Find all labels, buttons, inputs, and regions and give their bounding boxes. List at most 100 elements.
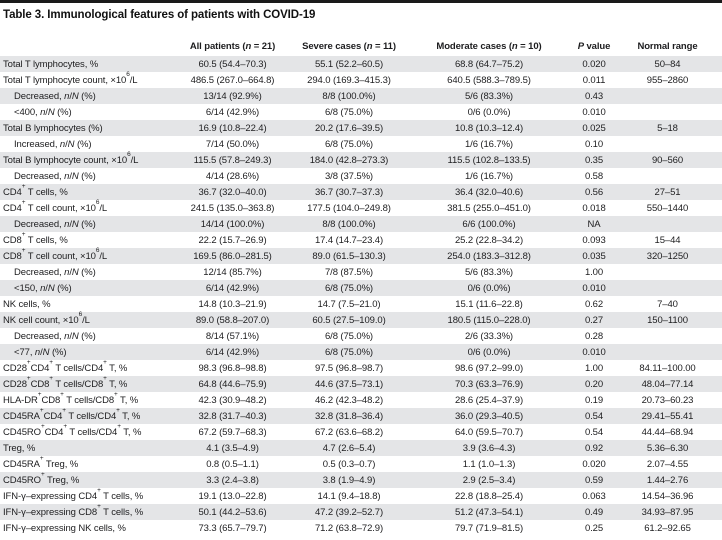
- cell-all-patients: 64.8 (44.6–75.9): [198, 378, 267, 390]
- cell-all-patients: 32.8 (31.7–40.3): [198, 410, 267, 422]
- header-row: All patients (n = 21) Severe cases (n = …: [0, 28, 722, 56]
- column-header-label: [0, 28, 170, 56]
- cell-moderate-cases: 254.0 (183.3–312.8): [447, 250, 531, 262]
- cell-normal-range: 7–40: [657, 298, 678, 310]
- cell-severe-cases: 6/8 (75.0%): [324, 346, 373, 358]
- cell-severe-cases: 36.7 (30.7–37.3): [314, 186, 384, 198]
- cell-p-value: 0.025: [582, 122, 606, 134]
- cell-normal-range: [613, 344, 722, 360]
- cell-normal-range: 50–84: [654, 58, 681, 70]
- cell-severe-cases: 8/8 (100.0%): [322, 90, 376, 102]
- row-label: Treg, %: [3, 442, 36, 454]
- cell-severe-cases: 0.5 (0.3–0.7): [322, 458, 376, 470]
- cell-p-value: 0.54: [584, 426, 604, 438]
- row-label: Decreased, n/N (%): [14, 266, 96, 278]
- cell-all-patients: 241.5 (135.0–363.8): [190, 202, 275, 214]
- table-row: Decreased, n/N (%) 14/14 (100.0%) 8/8 (100…: [0, 216, 722, 232]
- cell-moderate-cases: 51.2 (47.3–54.1): [454, 506, 524, 518]
- cell-moderate-cases: 22.8 (18.8–25.4): [454, 490, 524, 502]
- table-row: CD8+ T cells, % 22.2 (15.7–26.9) 17.4 (14.…: [0, 231, 722, 248]
- cell-p-value: 0.43: [584, 90, 604, 102]
- table-row: CD28+CD4+ T cells/CD4+ T, % 98.3 (96.8–98…: [0, 359, 722, 376]
- cell-normal-range: [613, 264, 722, 280]
- table-row: <77, n/N (%) 6/14 (42.9%) 6/8 (75.0%) 0/6 (…: [0, 344, 722, 360]
- cell-normal-range: 44.44–68.94: [641, 426, 694, 438]
- cell-normal-range: [613, 328, 722, 344]
- cell-all-patients: 4/14 (28.6%): [205, 170, 260, 182]
- table-row: CD4+ T cells, % 36.7 (32.0–40.0) 36.7 (30.…: [0, 183, 722, 200]
- cell-severe-cases: 6/8 (75.0%): [324, 330, 373, 342]
- cell-severe-cases: 67.2 (63.6–68.2): [314, 426, 384, 438]
- cell-p-value: 0.010: [582, 282, 606, 294]
- cell-severe-cases: 44.6 (37.5–73.1): [314, 378, 384, 390]
- row-label: IFN-γ–expressing CD4+ T cells, %: [3, 487, 144, 502]
- cell-moderate-cases: 15.1 (11.6–22.8): [455, 298, 523, 310]
- cell-severe-cases: 60.5 (27.5–109.0): [312, 314, 386, 326]
- cell-all-patients: 73.3 (65.7–79.7): [198, 522, 267, 534]
- table-row: CD45RA+CD4+ T cells/CD4+ T, % 32.8 (31.7–…: [0, 407, 722, 424]
- row-label: CD4+ T cells, %: [3, 183, 68, 198]
- cell-all-patients: 3.3 (2.4–3.8): [206, 474, 259, 486]
- table-row: Total T lymphocytes, % 60.5 (54.4–70.3) 55…: [0, 56, 722, 72]
- cell-all-patients: 36.7 (32.0–40.0): [198, 186, 267, 198]
- cell-severe-cases: 3.8 (1.9–4.9): [322, 474, 376, 486]
- cell-moderate-cases: 2.9 (2.5–3.4): [462, 474, 516, 486]
- cell-normal-range: 1.44–2.76: [646, 474, 689, 486]
- cell-normal-range: 90–560: [651, 154, 684, 166]
- cell-p-value: 1.00: [584, 266, 604, 278]
- cell-all-patients: 6/14 (42.9%): [205, 106, 260, 118]
- row-label: CD28+CD4+ T cells/CD4+ T, %: [3, 359, 128, 374]
- cell-normal-range: 320–1250: [646, 250, 689, 262]
- cell-severe-cases: 294.0 (169.3–415.3): [307, 74, 391, 86]
- cell-all-patients: 14/14 (100.0%): [200, 218, 265, 230]
- row-label: Total T lymphocytes, %: [3, 58, 99, 70]
- table-row: Total T lymphocyte count, ×106/L 486.5 (2…: [0, 71, 722, 88]
- cell-moderate-cases: 0/6 (0.0%): [467, 282, 511, 294]
- row-label: CD45RO+CD4+ T cells/CD4+ T, %: [3, 423, 142, 438]
- cell-severe-cases: 6/8 (75.0%): [324, 138, 373, 150]
- row-label: CD8+ T cell count, ×106/L: [3, 247, 108, 262]
- cell-all-patients: 98.3 (96.8–98.8): [198, 362, 267, 374]
- cell-severe-cases: 3/8 (37.5%): [324, 170, 373, 182]
- cell-moderate-cases: 115.5 (102.8–133.5): [447, 154, 531, 166]
- cell-normal-range: 27–51: [654, 186, 681, 198]
- cell-moderate-cases: 98.6 (97.2–99.0): [454, 362, 524, 374]
- cell-p-value: 0.49: [584, 506, 604, 518]
- row-label: Increased, n/N (%): [14, 138, 92, 150]
- column-header-moderate-cases: Moderate cases (n = 10): [436, 41, 542, 52]
- cell-p-value: 0.011: [582, 74, 606, 86]
- cell-normal-range: 550–1440: [646, 202, 689, 214]
- table-row: Total B lymphocyte count, ×106/L 115.5 (5…: [0, 151, 722, 168]
- cell-normal-range: 61.2–92.65: [644, 522, 691, 534]
- cell-p-value: 1.00: [584, 362, 604, 374]
- table-row: CD45RO+ Treg, % 3.3 (2.4–3.8) 3.8 (1.9–4.9…: [0, 471, 722, 488]
- table-row: IFN-γ–expressing CD8+ T cells, % 50.1 (44…: [0, 503, 722, 520]
- cell-moderate-cases: 5/6 (83.3%): [464, 90, 513, 102]
- cell-p-value: 0.018: [582, 202, 606, 214]
- cell-severe-cases: 89.0 (61.5–130.3): [312, 250, 386, 262]
- row-label: NK cells, %: [3, 298, 51, 310]
- cell-moderate-cases: 70.3 (63.3–76.9): [454, 378, 524, 390]
- cell-moderate-cases: 1/6 (16.7%): [464, 170, 513, 182]
- cell-normal-range: [613, 104, 722, 120]
- cell-severe-cases: 7/8 (87.5%): [324, 266, 373, 278]
- cell-severe-cases: 55.1 (52.2–60.5): [314, 58, 384, 70]
- cell-normal-range: 48.04–77.14: [641, 378, 694, 390]
- cell-severe-cases: 14.7 (7.5–21.0): [317, 298, 381, 310]
- table-row: CD28+CD8+ T cells/CD8+ T, % 64.8 (44.6–75…: [0, 375, 722, 392]
- cell-p-value: 0.020: [582, 58, 606, 70]
- cell-normal-range: [613, 216, 722, 232]
- table-row: Decreased, n/N (%) 8/14 (57.1%) 6/8 (75.0%…: [0, 328, 722, 344]
- cell-moderate-cases: 2/6 (33.3%): [464, 330, 513, 342]
- cell-all-patients: 14.8 (10.3–21.9): [198, 298, 267, 310]
- cell-p-value: 0.25: [584, 522, 604, 534]
- cell-moderate-cases: 25.2 (22.8–34.2): [454, 234, 524, 246]
- cell-all-patients: 4.1 (3.5–4.9): [206, 442, 259, 454]
- row-label: NK cell count, ×106/L: [3, 311, 90, 326]
- row-label: CD45RA+CD4+ T cells/CD4+ T, %: [3, 407, 141, 422]
- cell-normal-range: [613, 280, 722, 296]
- row-label: Decreased, n/N (%): [14, 170, 96, 182]
- row-label: CD28+CD8+ T cells/CD8+ T, %: [3, 375, 128, 390]
- table-row: NK cell count, ×106/L 89.0 (58.8–207.0) 60…: [0, 311, 722, 328]
